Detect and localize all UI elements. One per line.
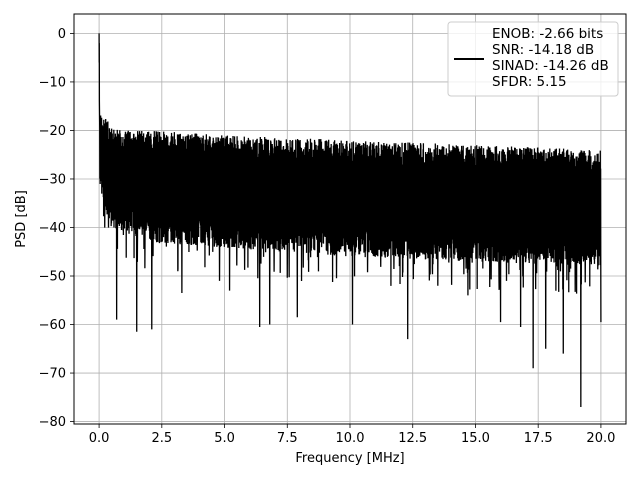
legend: ENOB: -2.66 bits SNR: -14.18 dB SINAD: -…: [447, 21, 619, 97]
x-tick-label: 15.0: [461, 431, 490, 446]
y-tick-label: −40: [39, 221, 66, 236]
x-tick-label: 10.0: [336, 431, 365, 446]
y-tick-label: −70: [39, 367, 66, 382]
psd-trace: [98, 33, 602, 408]
y-tick-label: 0: [58, 27, 66, 42]
y-tick-label: −50: [39, 270, 66, 285]
y-tick-label: −20: [39, 124, 66, 139]
x-axis-ticks: 0.0 2.5 5.0 7.5 10.0 12.5 15.0 17.5 20.0: [89, 424, 615, 446]
legend-entry-enob: ENOB: -2.66 bits: [492, 26, 603, 42]
x-tick-label: 12.5: [398, 431, 427, 446]
x-tick-label: 7.5: [277, 431, 298, 446]
legend-entry-sinad: SINAD: -14.26 dB: [492, 58, 609, 74]
y-tick-label: −10: [39, 75, 66, 90]
legend-entry-snr: SNR: -14.18 dB: [492, 42, 594, 58]
x-tick-label: 20.0: [586, 431, 615, 446]
psd-series-line: [98, 33, 602, 408]
x-tick-label: 5.0: [214, 431, 235, 446]
x-tick-label: 0.0: [89, 431, 110, 446]
legend-entry-sfdr: SFDR: 5.15: [492, 74, 567, 90]
x-axis-label: Frequency [MHz]: [295, 451, 404, 466]
legend-box: [447, 21, 619, 97]
y-axis-label: PSD [dB]: [14, 190, 29, 248]
y-axis-ticks: 0 −10 −20 −30 −40 −50 −60 −70 −80: [39, 27, 74, 430]
x-tick-label: 2.5: [151, 431, 172, 446]
y-tick-label: −60: [39, 318, 66, 333]
x-tick-label: 17.5: [524, 431, 553, 446]
y-tick-label: −80: [39, 415, 66, 430]
y-tick-label: −30: [39, 172, 66, 187]
